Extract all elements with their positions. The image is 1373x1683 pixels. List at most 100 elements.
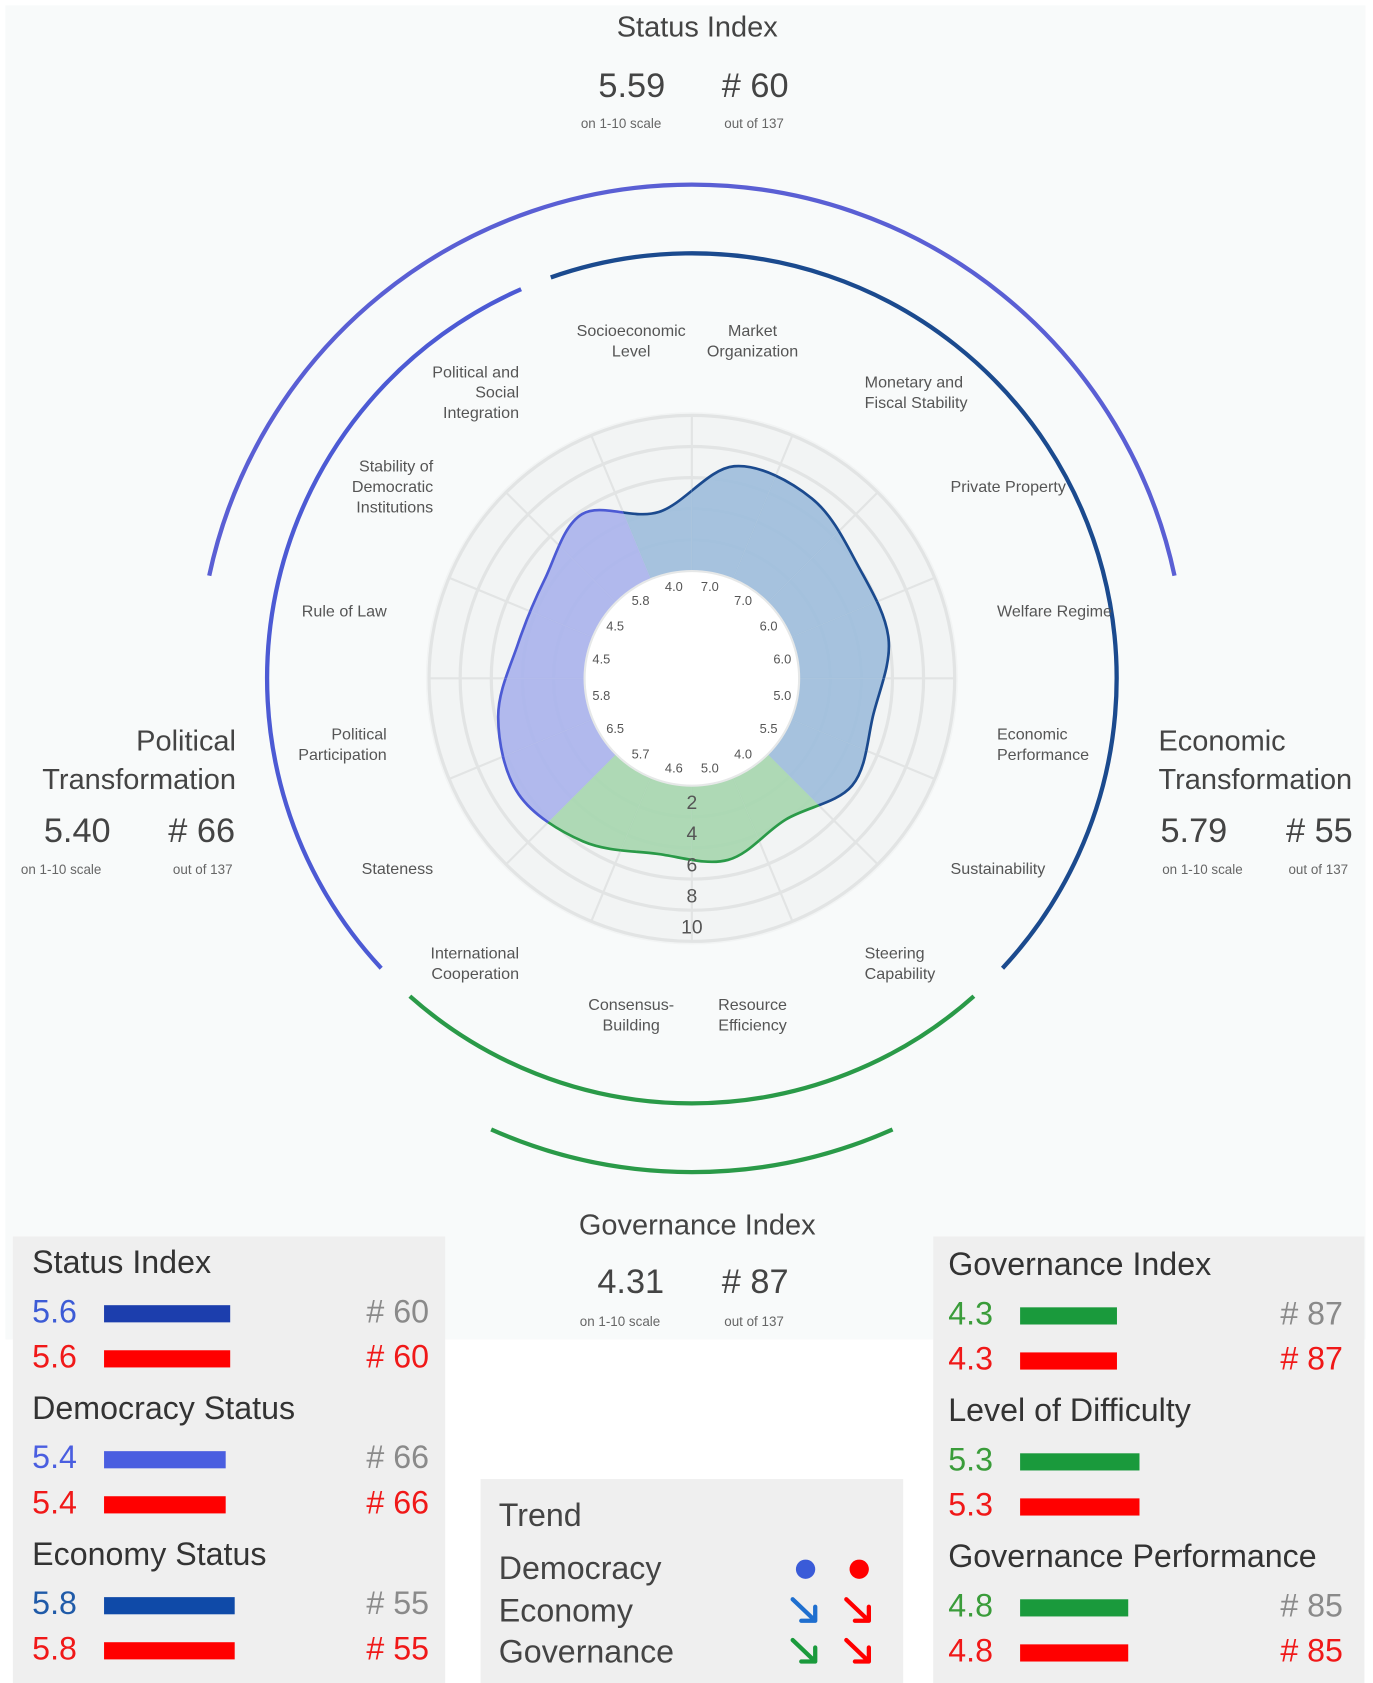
score-bar xyxy=(1020,1644,1129,1662)
score-value: 5.8 xyxy=(32,1630,77,1666)
political-score: 5.40 xyxy=(44,812,111,850)
category-label: Market Organization xyxy=(706,322,799,361)
score-bar xyxy=(104,1597,235,1615)
governance-index-score-note: on 1-10 scale xyxy=(580,1314,660,1329)
governance-index-title: Governance Index xyxy=(579,1209,816,1241)
category-label: International Cooperation xyxy=(430,944,520,984)
score-value: 5.3 xyxy=(948,1486,993,1522)
category-label: Consensus-Building xyxy=(588,995,675,1035)
score-bar xyxy=(1020,1307,1117,1325)
value-label: 7.0 xyxy=(701,579,719,594)
section-arc xyxy=(207,182,1177,577)
blob-sector xyxy=(498,678,692,862)
category-label: Welfare Regime xyxy=(996,602,1113,621)
governance-index-rank-note: out of 137 xyxy=(724,1314,784,1329)
trend-arrow xyxy=(844,1597,871,1623)
trend-icon xyxy=(795,1559,816,1579)
value-label: 5.8 xyxy=(592,688,610,703)
value-label: 5.5 xyxy=(760,721,778,736)
score-value: 5.6 xyxy=(32,1338,77,1374)
score-value: 4.8 xyxy=(948,1587,993,1623)
score-value: 5.4 xyxy=(32,1484,77,1520)
section-title: Governance Index xyxy=(948,1246,1211,1282)
score-value: 4.3 xyxy=(948,1295,993,1331)
economic-score: 5.79 xyxy=(1160,812,1227,850)
blob-sector xyxy=(691,678,889,862)
trend-arrow xyxy=(844,1637,871,1664)
rank-value: # 87 xyxy=(1280,1340,1343,1376)
category-label: Stateness xyxy=(361,860,434,879)
status-index-score-note: on 1-10 scale xyxy=(581,116,661,131)
rank-value: # 66 xyxy=(366,1484,429,1520)
category-label: Socioeconomic Level xyxy=(576,322,686,361)
rank-value: # 66 xyxy=(366,1439,429,1475)
category-label: Private Property xyxy=(950,478,1066,497)
score-bar xyxy=(1020,1453,1140,1471)
status-index-score: 5.59 xyxy=(598,67,665,105)
trend-label: Economy xyxy=(499,1593,634,1629)
political-title: Political Transformation xyxy=(42,724,236,796)
section-title: Level of Difficulty xyxy=(948,1392,1192,1428)
rank-value: # 85 xyxy=(1280,1587,1343,1623)
rank-value: # 55 xyxy=(366,1585,429,1621)
category-label: Political Participation xyxy=(298,726,387,765)
score-bar xyxy=(104,1350,231,1368)
category-label: Economic Performance xyxy=(996,726,1090,765)
score-bar xyxy=(1020,1498,1140,1516)
score-value: 4.3 xyxy=(948,1340,993,1376)
section-arc xyxy=(490,1127,894,1175)
blob-outline xyxy=(496,514,692,679)
blob-sector xyxy=(691,678,889,862)
economic-score-note: on 1-10 scale xyxy=(1162,862,1242,877)
score-value: 5.6 xyxy=(32,1293,77,1329)
r-tick-label: 6 xyxy=(687,855,698,876)
score-value: 4.8 xyxy=(948,1632,993,1668)
rank-value: # 87 xyxy=(1280,1295,1343,1331)
score-bar xyxy=(1020,1599,1129,1617)
economic-title: Economic Transformation xyxy=(1158,724,1353,796)
rank-value: # 55 xyxy=(366,1630,429,1666)
trend-arrow xyxy=(790,1597,818,1623)
section-title: Democracy Status xyxy=(32,1390,295,1426)
blob-outline xyxy=(691,678,857,864)
section-title: Economy Status xyxy=(32,1536,266,1572)
center-circle xyxy=(583,569,801,787)
score-bar xyxy=(104,1451,226,1469)
value-label: 5.7 xyxy=(632,747,650,762)
status-index-rank: # 60 xyxy=(722,67,789,105)
category-label: Rule of Law xyxy=(301,602,387,621)
score-bar xyxy=(104,1642,235,1660)
score-value: 5.4 xyxy=(32,1439,77,1475)
rank-value: # 60 xyxy=(366,1338,429,1374)
score-bar xyxy=(1020,1352,1117,1370)
political-rank-note: out of 137 xyxy=(173,862,233,877)
value-label: 4.5 xyxy=(606,618,624,633)
political-score-note: on 1-10 scale xyxy=(21,862,101,877)
trend-arrow xyxy=(790,1637,818,1664)
section-arc xyxy=(264,287,522,970)
blob-sector xyxy=(691,514,889,679)
blob-sector xyxy=(527,466,692,679)
trend-label: Governance xyxy=(499,1634,674,1670)
status-index-rank-note: out of 137 xyxy=(724,116,784,131)
blob-sector xyxy=(527,678,692,862)
blob-sector xyxy=(691,466,857,679)
value-label: 4.6 xyxy=(665,760,683,775)
rank-value: # 85 xyxy=(1280,1632,1343,1668)
rank-value: # 60 xyxy=(366,1293,429,1329)
value-label: 6.5 xyxy=(606,721,624,736)
blob-sector xyxy=(498,678,692,843)
category-label: Political and Social Integration xyxy=(432,363,520,423)
trend-label: Democracy xyxy=(499,1550,663,1586)
score-value: 5.3 xyxy=(948,1441,993,1477)
trend-title: Trend xyxy=(499,1497,582,1533)
category-label: Sustainability xyxy=(950,860,1046,879)
blob-sector xyxy=(691,678,889,843)
blob-sector xyxy=(498,678,692,862)
category-label: Resource Efficiency xyxy=(718,995,787,1035)
value-label: 4.5 xyxy=(592,652,610,667)
section-title: Governance Performance xyxy=(948,1538,1316,1574)
category-label: Stability of Democratic Institutions xyxy=(351,457,434,518)
